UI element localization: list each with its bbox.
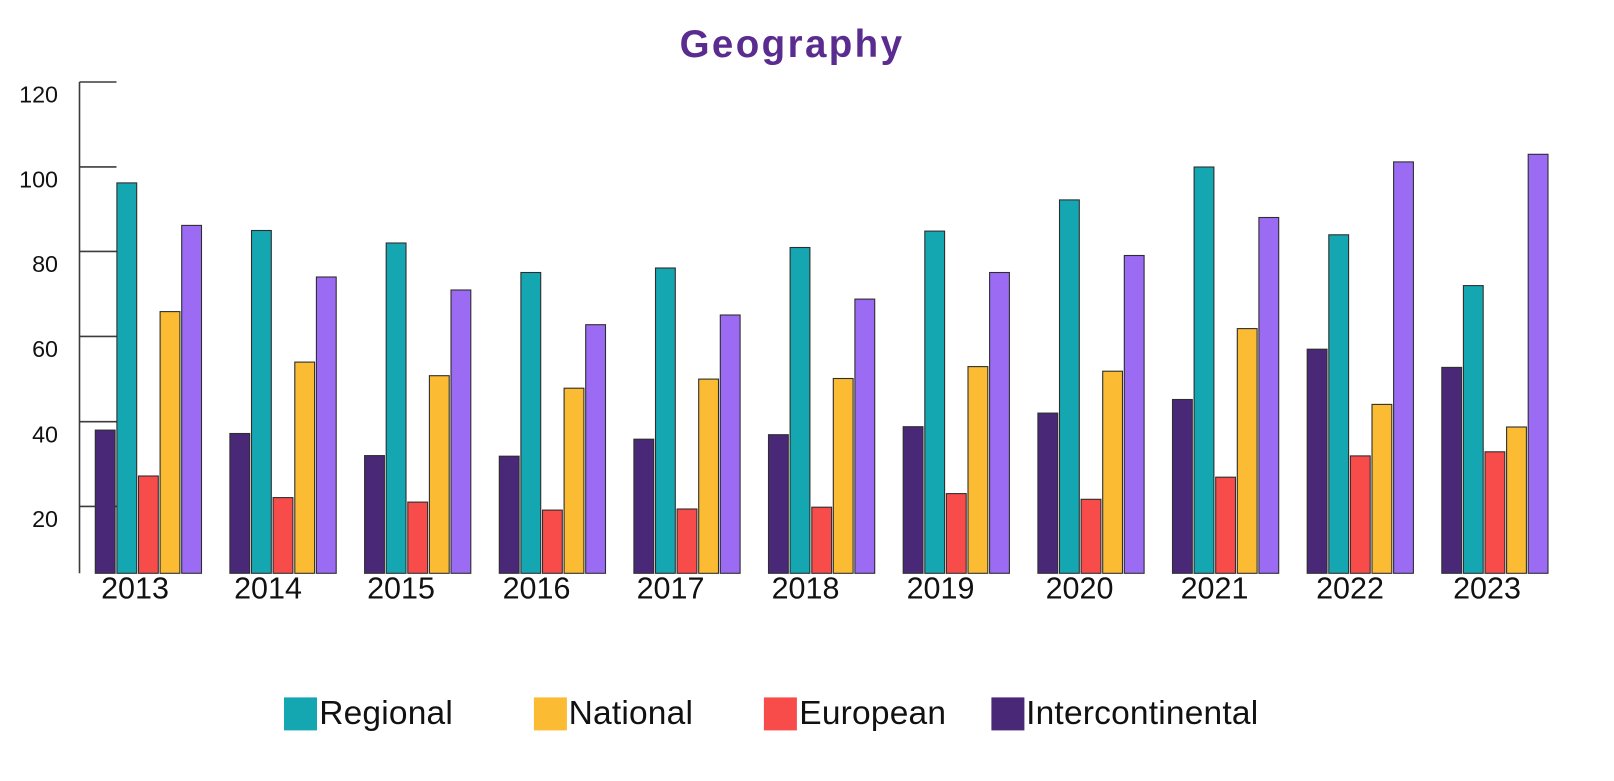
svg-text:2014: 2014 [234, 572, 302, 606]
svg-text:Regional: Regional [319, 695, 453, 732]
svg-text:2013: 2013 [101, 572, 169, 606]
svg-text:2017: 2017 [637, 572, 705, 606]
svg-text:Geography: Geography [680, 23, 905, 66]
svg-text:120: 120 [19, 82, 58, 108]
svg-text:80: 80 [32, 251, 58, 277]
svg-text:2023: 2023 [1453, 572, 1521, 606]
svg-text:40: 40 [32, 421, 58, 447]
svg-text:2020: 2020 [1046, 572, 1114, 606]
svg-text:Intercontinental: Intercontinental [1026, 695, 1258, 732]
svg-text:60: 60 [32, 336, 58, 362]
svg-text:2016: 2016 [503, 572, 571, 606]
svg-text:2022: 2022 [1316, 572, 1384, 606]
svg-text:2019: 2019 [907, 572, 975, 606]
svg-text:2015: 2015 [367, 572, 435, 606]
svg-text:2021: 2021 [1181, 572, 1249, 606]
svg-text:National: National [569, 695, 694, 732]
svg-text:20: 20 [32, 506, 58, 532]
svg-text:100: 100 [19, 167, 58, 193]
svg-text:European: European [799, 695, 946, 732]
svg-text:2018: 2018 [772, 572, 840, 606]
